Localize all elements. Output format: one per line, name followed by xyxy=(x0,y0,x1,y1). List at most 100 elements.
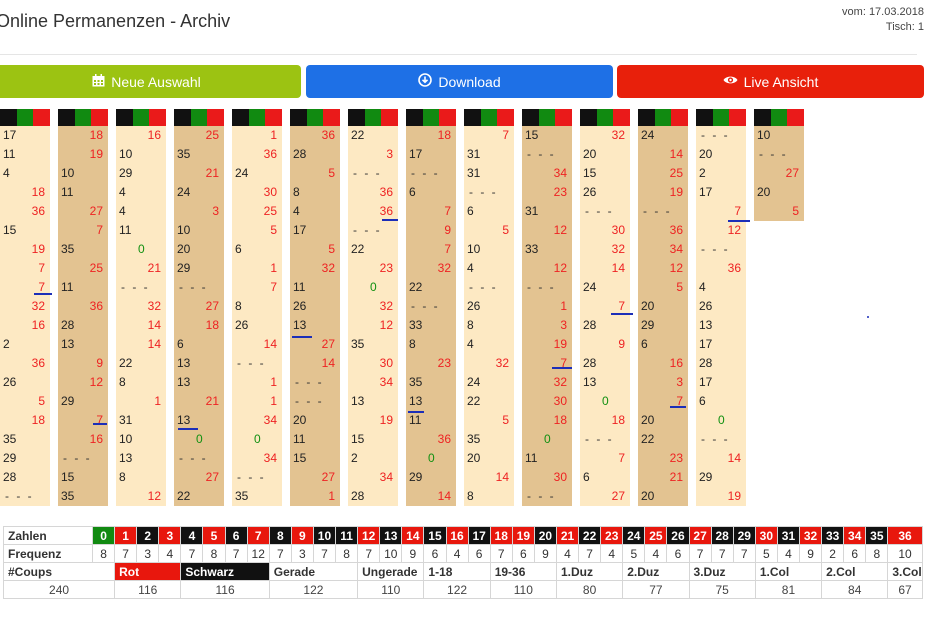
spin-number: 7 xyxy=(444,204,451,218)
spin-cell: 35 xyxy=(174,145,224,164)
spin-cell: 13 xyxy=(174,354,224,373)
spin-number: 16 xyxy=(669,356,683,370)
spin-number: 7 xyxy=(270,280,277,294)
spin-cell: - - - xyxy=(580,430,630,449)
spin-cell: 8 xyxy=(116,468,166,487)
spin-cell: 27 xyxy=(58,202,108,221)
spin-cell: 30 xyxy=(580,221,630,240)
spin-cell: 26 xyxy=(290,297,340,316)
category-label: Schwarz xyxy=(180,562,270,581)
category-value: 67 xyxy=(887,580,923,599)
spin-cell: 6 xyxy=(580,468,630,487)
zahl-cell: 27 xyxy=(688,526,712,545)
spin-cell: 28 xyxy=(0,468,50,487)
frequenz-cell: 4 xyxy=(158,544,182,563)
spin-number: 15 xyxy=(525,128,539,142)
spin-number: 29 xyxy=(3,451,17,465)
permanence-column: 10 - - - 27 20 5 xyxy=(754,109,804,221)
spin-cell: 1 xyxy=(290,487,340,506)
spin-number: 10 xyxy=(177,223,191,237)
frequenz-cell: 7 xyxy=(312,544,337,563)
spin-number: 6 xyxy=(467,204,474,218)
permanence-column: 18 17 - - - 6 7 9 7 32 22 - - - 33 8 23 35 13 11 36 0 29 14 xyxy=(406,109,456,506)
spin-number: 7 xyxy=(96,223,103,237)
spin-cell: 11 xyxy=(58,278,108,297)
spin-cell: 27 xyxy=(580,487,630,506)
zahl-cell: 10 xyxy=(312,526,337,545)
spin-cell: 7 xyxy=(580,449,630,468)
spin-cell: 7 xyxy=(0,259,50,278)
spin-number: 36 xyxy=(727,261,741,275)
spin-number: 7 xyxy=(734,204,741,218)
live-view-button[interactable]: Live Ansicht xyxy=(617,65,924,98)
spin-cell: - - - xyxy=(696,240,746,259)
spin-cell: 20 xyxy=(638,487,688,506)
spin-number: 24 xyxy=(467,375,481,389)
column-body: 18 17 - - - 6 7 9 7 32 22 - - - 33 8 23 35 13 11 36 0 29 14 xyxy=(406,126,456,506)
category-value: 116 xyxy=(180,580,270,599)
download-label: Download xyxy=(438,73,501,90)
frequenz-cell: 7 xyxy=(710,544,734,563)
spin-cell: 25 xyxy=(638,164,688,183)
column-color-header xyxy=(638,109,688,126)
spin-cell: 36 xyxy=(290,126,340,145)
spin-cell: 29 xyxy=(696,468,746,487)
new-selection-button[interactable]: Neue Auswahl xyxy=(0,65,301,98)
spin-number: 0 xyxy=(544,432,551,446)
spin-cell: 14 xyxy=(580,259,630,278)
spin-number: 27 xyxy=(321,337,335,351)
column-color-header xyxy=(58,109,108,126)
zahl-cell: 11 xyxy=(335,526,359,545)
spin-number: 20 xyxy=(757,185,771,199)
spin-number: 18 xyxy=(611,413,625,427)
spin-number: 5 xyxy=(328,242,335,256)
spin-cell: 29 xyxy=(638,316,688,335)
spin-number: 3 xyxy=(676,375,683,389)
spin-cell: 1 xyxy=(522,297,572,316)
spin-number: 5 xyxy=(502,413,509,427)
spin-cell: 20 xyxy=(464,449,514,468)
category-value-row: 240 116 116 122 110 122 110 80 77 75 81 84 67 xyxy=(2,580,923,599)
spin-cell: 16 xyxy=(58,430,108,449)
download-button[interactable]: Download xyxy=(306,65,613,98)
zahl-cell: 13 xyxy=(379,526,403,545)
spin-number: 13 xyxy=(409,394,423,408)
column-color-header xyxy=(406,109,456,126)
spin-cell: 24 xyxy=(464,373,514,392)
category-value: 84 xyxy=(821,580,889,599)
spin-cell: 34 xyxy=(522,164,572,183)
header-divider xyxy=(0,54,917,55)
spin-number: 33 xyxy=(409,318,423,332)
column-color-header xyxy=(232,109,282,126)
spin-cell: - - - xyxy=(696,126,746,145)
spin-number: 13 xyxy=(119,451,133,465)
spin-number: 7 xyxy=(444,242,451,256)
spin-number: 34 xyxy=(379,375,393,389)
spin-cell: 19 xyxy=(58,145,108,164)
zahl-cell: 14 xyxy=(401,526,425,545)
category-label: Gerade xyxy=(268,562,359,581)
spin-number: 21 xyxy=(205,166,219,180)
spin-cell: - - - xyxy=(522,487,572,506)
spin-cell: - - - xyxy=(232,468,282,487)
spin-cell: - - - xyxy=(638,202,688,221)
spin-number: 10 xyxy=(119,147,133,161)
spin-number: 14 xyxy=(669,147,683,161)
zahl-cell: 25 xyxy=(644,526,668,545)
spin-number: 26 xyxy=(583,185,597,199)
spin-cell: 13 xyxy=(696,316,746,335)
spin-number: 35 xyxy=(409,375,423,389)
spin-cell: 7 xyxy=(406,240,456,259)
spin-number: 5 xyxy=(676,280,683,294)
frequenz-cell: 9 xyxy=(533,544,557,563)
spin-cell: 0 xyxy=(580,392,630,411)
spin-number: - - - xyxy=(411,299,440,313)
spin-number: - - - xyxy=(585,432,614,446)
permanence-column: 24 14 25 19 - - - 36 34 12 5 20 29 6 16 3 7 20 22 23 21 20 xyxy=(638,109,688,506)
spin-cell: 32 xyxy=(522,373,572,392)
spin-number: 4 xyxy=(467,337,474,351)
spin-cell: 4 xyxy=(464,259,514,278)
spin-number: - - - xyxy=(585,204,614,218)
spin-number: 9 xyxy=(444,223,451,237)
permanence-column: - - - 20 2 17 7 12 - - - 36 4 26 13 17 28 17 6 0 - - - 14… xyxy=(696,109,746,506)
